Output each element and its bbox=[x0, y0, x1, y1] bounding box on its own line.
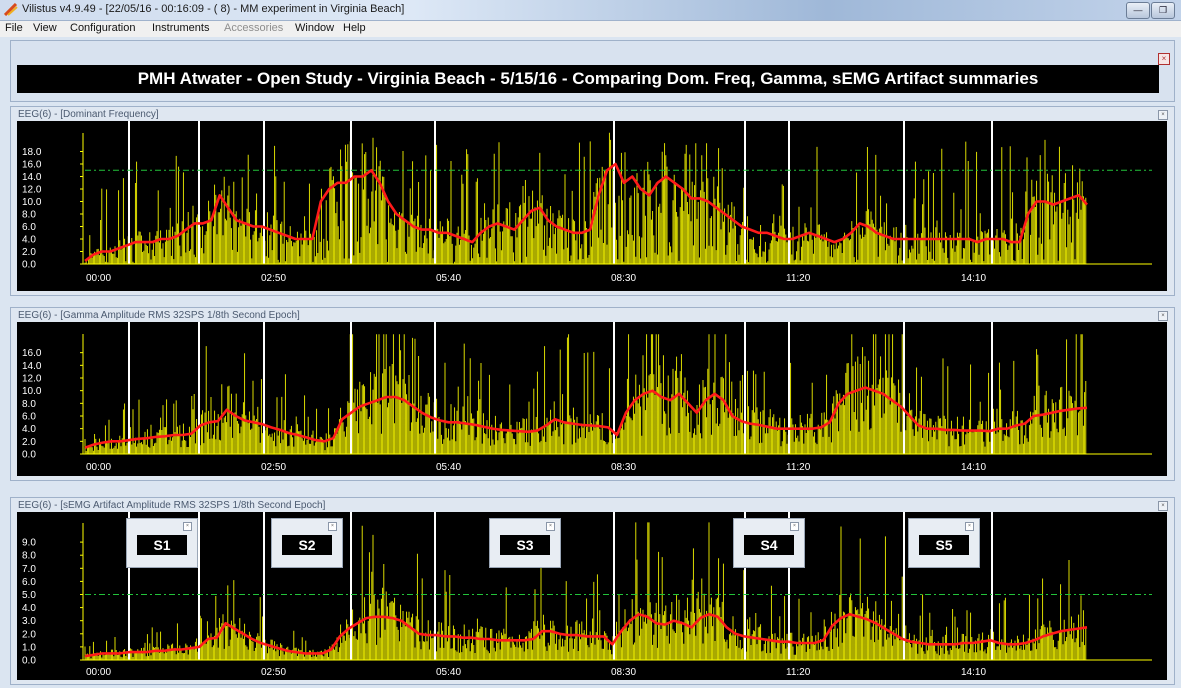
session-marker-s3[interactable]: × S3 bbox=[489, 518, 561, 568]
y-tick-label: 10.0 bbox=[22, 197, 42, 208]
y-tick-label: 14.0 bbox=[22, 172, 42, 183]
x-tick-label: 11:20 bbox=[786, 667, 811, 678]
y-tick-label: 4.0 bbox=[22, 424, 36, 435]
x-tick-label: 14:10 bbox=[961, 273, 986, 284]
session-marker-s1[interactable]: × S1 bbox=[126, 518, 198, 568]
menu-help[interactable]: Help bbox=[343, 22, 366, 34]
session-label: S5 bbox=[919, 535, 969, 555]
session-label: S3 bbox=[500, 535, 550, 555]
restore-icon[interactable]: ❐ bbox=[1151, 2, 1175, 19]
x-tick-label: 05:40 bbox=[436, 462, 461, 473]
banner-panel: × PMH Atwater - Open Study - Virginia Be… bbox=[10, 40, 1175, 102]
session-marker-s2[interactable]: × S2 bbox=[271, 518, 343, 568]
menu-window[interactable]: Window bbox=[295, 22, 335, 34]
x-tick-label: 11:20 bbox=[786, 462, 811, 473]
y-tick-label: 8.0 bbox=[22, 551, 36, 562]
y-tick-label: 10.0 bbox=[22, 386, 42, 397]
x-tick-label: 02:50 bbox=[261, 273, 286, 284]
gamma-amplitude-chart: 16.0 14.0 12.010.0 8.0 6.04.0 2.0 0.0 00:00 02:5… bbox=[17, 322, 1167, 476]
x-tick-label: 00:00 bbox=[86, 667, 111, 678]
menu-view[interactable]: View bbox=[33, 22, 57, 34]
y-tick-label: 7.0 bbox=[22, 564, 36, 575]
y-tick-label: 12.0 bbox=[22, 185, 42, 196]
average-trend-line bbox=[84, 162, 1088, 262]
panel-title: EEG(6) - [Dominant Frequency] bbox=[18, 109, 159, 120]
y-tick-label: 16.0 bbox=[22, 160, 42, 171]
panel-semg-artifact: EEG(6) - [sEMG Artifact Amplitude RMS 32… bbox=[10, 497, 1175, 685]
y-tick-label: 6.0 bbox=[22, 222, 36, 233]
menu-configuration[interactable]: Configuration bbox=[70, 22, 136, 34]
y-tick-label: 18.0 bbox=[22, 147, 42, 158]
y-tick-label: 2.0 bbox=[22, 247, 36, 258]
y-tick-label: 0.0 bbox=[22, 656, 36, 667]
close-icon[interactable]: × bbox=[1158, 311, 1168, 321]
menu-file[interactable]: File bbox=[5, 22, 23, 34]
x-tick-label: 08:30 bbox=[611, 273, 636, 284]
app-logo-icon bbox=[4, 3, 18, 16]
window-title: Vilistus v4.9.49 - [22/05/16 - 00:16:09 … bbox=[22, 3, 405, 15]
session-label: S1 bbox=[137, 535, 187, 555]
window-title-bar[interactable]: Vilistus v4.9.49 - [22/05/16 - 00:16:09 … bbox=[0, 0, 1181, 21]
session-marker-s4[interactable]: × S4 bbox=[733, 518, 805, 568]
panel-title: EEG(6) - [sEMG Artifact Amplitude RMS 32… bbox=[18, 500, 326, 511]
menu-instruments[interactable]: Instruments bbox=[152, 22, 210, 34]
x-tick-label: 00:00 bbox=[86, 273, 111, 284]
y-tick-label: 8.0 bbox=[22, 210, 36, 221]
y-tick-label: 4.0 bbox=[22, 235, 36, 246]
panel-title: EEG(6) - [Gamma Amplitude RMS 32SPS 1/8t… bbox=[18, 310, 300, 321]
x-tick-label: 08:30 bbox=[611, 462, 636, 473]
panel-gamma-amplitude: EEG(6) - [Gamma Amplitude RMS 32SPS 1/8t… bbox=[10, 307, 1175, 481]
close-icon[interactable]: × bbox=[790, 522, 799, 531]
y-tick-label: 2.0 bbox=[22, 437, 36, 448]
close-icon[interactable]: × bbox=[1158, 501, 1168, 511]
close-icon[interactable]: × bbox=[183, 522, 192, 531]
y-tick-label: 0.0 bbox=[22, 260, 36, 271]
x-tick-label: 05:40 bbox=[436, 667, 461, 678]
close-icon[interactable]: × bbox=[546, 522, 555, 531]
y-tick-label: 9.0 bbox=[22, 538, 36, 549]
raw-signal-trace bbox=[84, 522, 1087, 660]
x-tick-label: 08:30 bbox=[611, 667, 636, 678]
close-icon[interactable]: × bbox=[328, 522, 337, 531]
raw-signal-trace bbox=[84, 334, 1087, 454]
session-label: S2 bbox=[282, 535, 332, 555]
y-tick-label: 6.0 bbox=[22, 412, 36, 423]
y-tick-label: 0.0 bbox=[22, 450, 36, 461]
menu-accessories[interactable]: Accessories bbox=[224, 22, 284, 34]
close-icon[interactable]: × bbox=[1158, 110, 1168, 120]
y-tick-label: 2.0 bbox=[22, 629, 36, 640]
x-tick-label: 02:50 bbox=[261, 462, 286, 473]
panel-dominant-frequency: EEG(6) - [Dominant Frequency] × 18.0 16.0… bbox=[10, 106, 1175, 296]
raw-signal-trace bbox=[84, 132, 1087, 264]
y-tick-label: 6.0 bbox=[22, 577, 36, 588]
y-tick-label: 4.0 bbox=[22, 603, 36, 614]
x-tick-label: 05:40 bbox=[436, 273, 461, 284]
x-tick-label: 00:00 bbox=[86, 462, 111, 473]
x-tick-label: 14:10 bbox=[961, 667, 986, 678]
y-tick-label: 14.0 bbox=[22, 361, 42, 372]
dominant-frequency-chart: 18.0 16.014.0 12.010.0 8.06.0 4.02.0 0.0 00:00… bbox=[17, 121, 1167, 291]
y-tick-label: 5.0 bbox=[22, 590, 36, 601]
minimize-icon[interactable]: — bbox=[1126, 2, 1150, 19]
y-tick-label: 8.0 bbox=[22, 399, 36, 410]
x-tick-label: 02:50 bbox=[261, 667, 286, 678]
close-icon[interactable]: × bbox=[1158, 53, 1170, 65]
session-marker-s5[interactable]: × S5 bbox=[908, 518, 980, 568]
x-tick-label: 11:20 bbox=[786, 273, 811, 284]
menu-bar: File View Configuration Instruments Acce… bbox=[0, 21, 1181, 37]
y-tick-label: 1.0 bbox=[22, 642, 36, 653]
session-label: S4 bbox=[744, 535, 794, 555]
y-tick-label: 12.0 bbox=[22, 374, 42, 385]
average-trend-line bbox=[84, 386, 1088, 449]
y-tick-label: 3.0 bbox=[22, 616, 36, 627]
y-tick-label: 16.0 bbox=[22, 348, 42, 359]
average-trend-line bbox=[84, 612, 1088, 658]
close-icon[interactable]: × bbox=[965, 522, 974, 531]
study-banner: PMH Atwater - Open Study - Virginia Beac… bbox=[17, 65, 1159, 93]
x-tick-label: 14:10 bbox=[961, 462, 986, 473]
